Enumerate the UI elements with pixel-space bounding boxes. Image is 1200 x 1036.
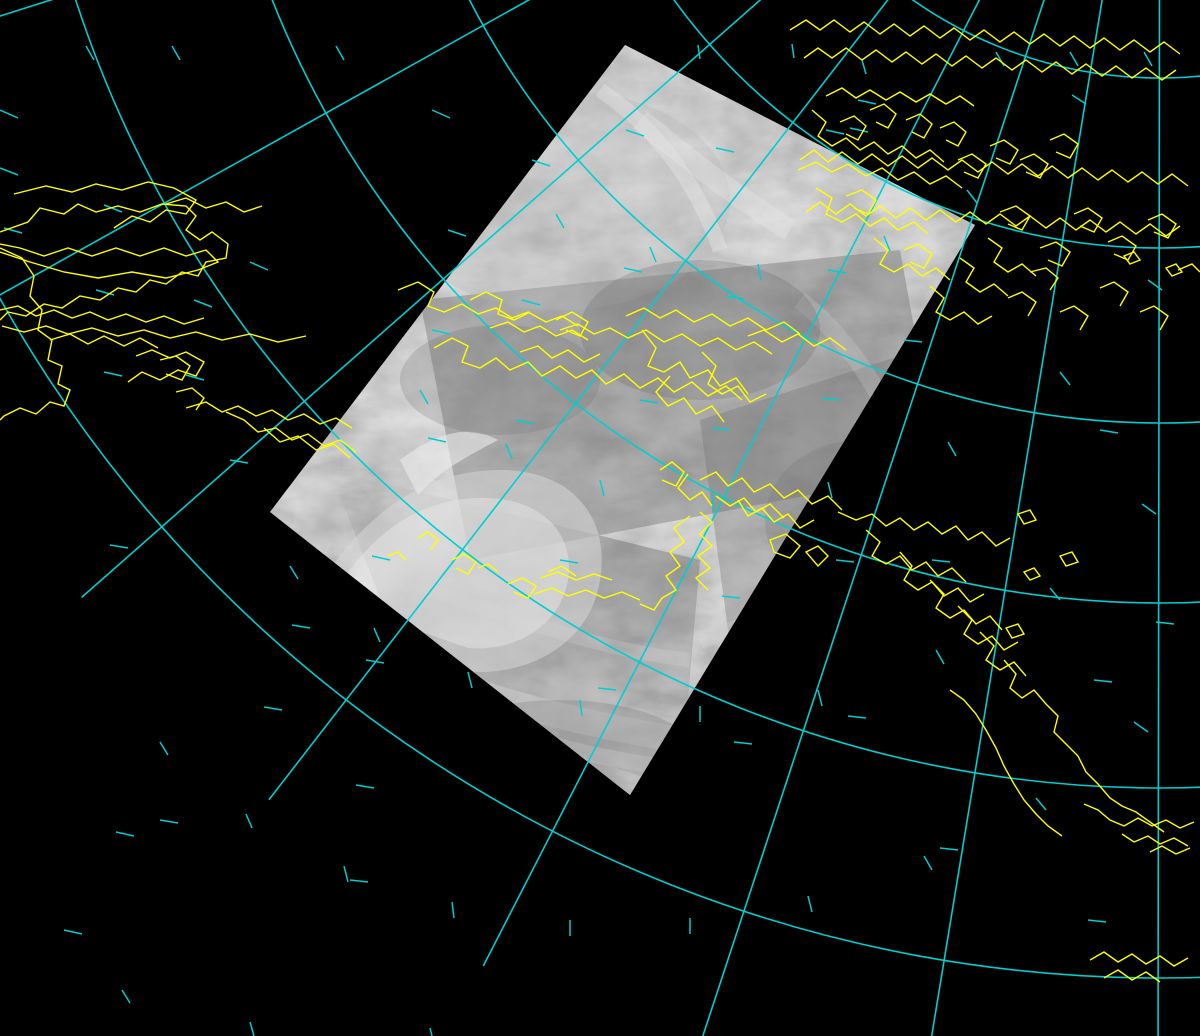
graticule-meridians — [0, 0, 1161, 1036]
coastline-vectors — [0, 19, 1200, 983]
graticule-ticks — [0, 43, 1175, 1036]
